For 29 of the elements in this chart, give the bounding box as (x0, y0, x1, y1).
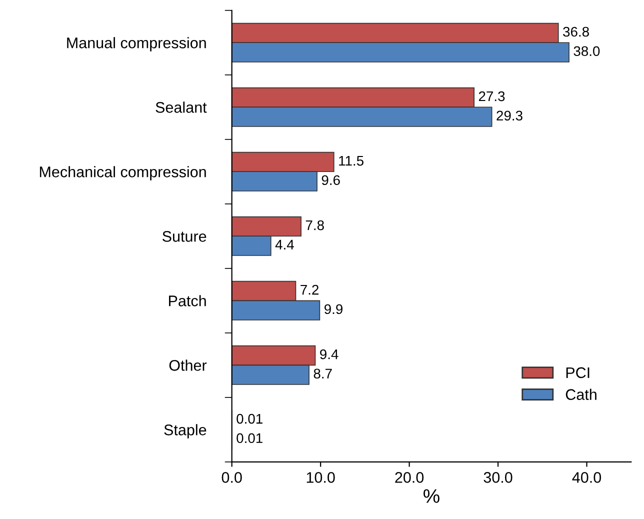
data-label: 38.0 (574, 46, 600, 56)
x-tick-label: 30.0 (484, 472, 512, 483)
x-axis-title: % (424, 489, 440, 503)
x-tick-label: 10.0 (306, 472, 335, 483)
data-label: 29.3 (496, 110, 522, 121)
data-label: 8.7 (314, 368, 332, 379)
x-tick-label: 20.0 (395, 472, 424, 483)
data-label: 9.9 (324, 304, 342, 314)
data-label: 7.8 (306, 220, 324, 230)
data-label: 27.3 (478, 91, 505, 102)
y-tick-label: Suture (162, 231, 206, 242)
x-tick-label: 40.0 (572, 472, 602, 483)
data-label: 0.01 (236, 433, 262, 444)
data-label: 7.2 (300, 284, 318, 295)
y-tick-label: Manual compression (67, 37, 206, 52)
data-label: 11.5 (339, 156, 364, 166)
data-label: 36.8 (563, 26, 589, 37)
data-label: 9.6 (322, 175, 340, 186)
y-tick-label: Patch (169, 295, 206, 306)
y-tick-label: Other (169, 360, 207, 371)
x-tick-label: 0.0 (222, 472, 242, 483)
y-tick-label: Sealant (156, 102, 207, 113)
legend-label: Cath (566, 388, 596, 400)
data-label: 4.4 (275, 240, 294, 250)
legend-label: PCI (566, 367, 590, 378)
y-tick-label: Mechanical compression (40, 166, 206, 180)
data-label: 9.4 (320, 349, 338, 360)
y-tick-label: Staple (164, 424, 206, 438)
data-label: 0.01 (236, 414, 262, 424)
